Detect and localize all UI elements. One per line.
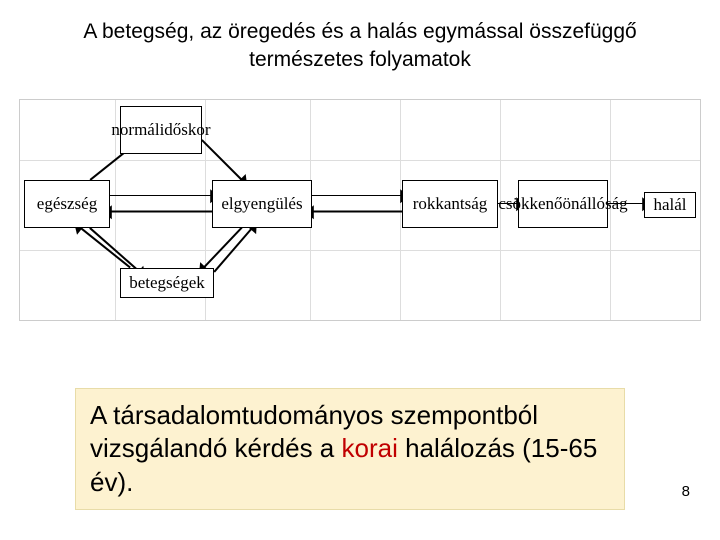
node-elgy: elgyengülés bbox=[212, 180, 312, 228]
arrow-line bbox=[312, 211, 402, 213]
grid-line-v bbox=[400, 100, 401, 320]
arrow-line bbox=[80, 227, 131, 268]
callout-emphasis: korai bbox=[341, 433, 397, 463]
slide-title: A betegség, az öregedés és a halás egymá… bbox=[0, 0, 720, 81]
node-csokk: csökkenőönállóság bbox=[518, 180, 608, 228]
grid-line-h bbox=[20, 250, 700, 251]
callout-box: A társadalomtudományos szempontból vizsg… bbox=[75, 388, 625, 510]
node-normal: normálidőskor bbox=[120, 106, 202, 154]
arrow-line bbox=[110, 211, 212, 213]
node-egesz: egészség bbox=[24, 180, 110, 228]
node-halal: halál bbox=[644, 192, 696, 218]
node-beteg: betegségek bbox=[120, 268, 214, 298]
grid-line-h bbox=[20, 160, 700, 161]
flow-diagram: normálidőskoregészség elgyengülés rokkants… bbox=[19, 99, 701, 321]
title-line-1: A betegség, az öregedés és a halás egymá… bbox=[83, 20, 636, 43]
node-rokk: rokkantság bbox=[402, 180, 498, 228]
arrow-line bbox=[110, 195, 212, 197]
title-line-2: természetes folyamatok bbox=[249, 48, 471, 71]
arrow-line bbox=[312, 195, 402, 197]
page-number: 8 bbox=[682, 483, 690, 500]
